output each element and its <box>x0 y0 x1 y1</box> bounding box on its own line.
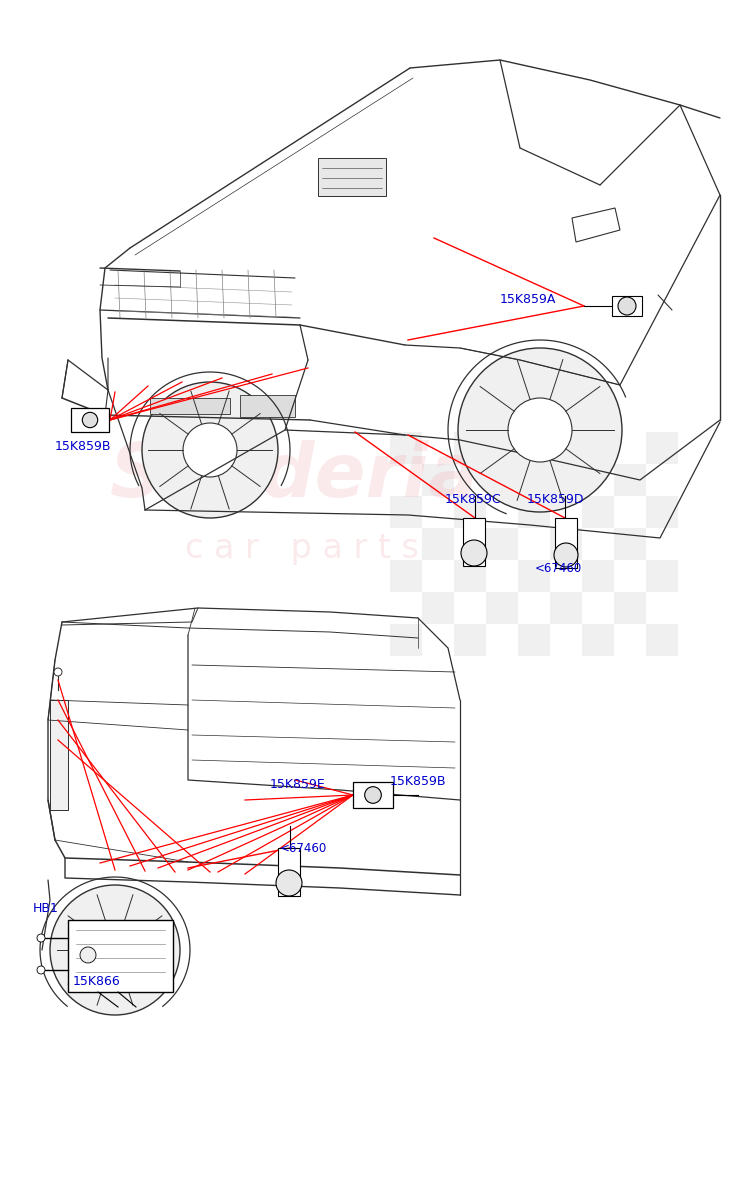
Bar <box>71 408 109 432</box>
Circle shape <box>461 540 487 566</box>
Circle shape <box>276 870 302 896</box>
Polygon shape <box>463 518 485 566</box>
Bar <box>68 920 173 992</box>
Circle shape <box>618 296 636 314</box>
Circle shape <box>554 542 578 566</box>
Polygon shape <box>572 208 620 242</box>
Bar <box>518 496 550 528</box>
Circle shape <box>37 966 45 974</box>
Bar <box>518 560 550 592</box>
Polygon shape <box>555 518 577 568</box>
Text: Scuderia: Scuderia <box>110 440 480 514</box>
Circle shape <box>142 382 278 518</box>
Bar <box>422 464 454 496</box>
Text: 15K859B: 15K859B <box>390 775 447 788</box>
Bar <box>518 432 550 464</box>
Bar <box>390 560 422 592</box>
Text: <67460: <67460 <box>280 842 327 854</box>
Bar <box>582 624 614 656</box>
Text: 15K859B: 15K859B <box>55 440 112 452</box>
Circle shape <box>80 947 96 962</box>
Circle shape <box>458 348 622 512</box>
Bar <box>486 528 518 560</box>
Circle shape <box>183 422 237 476</box>
Polygon shape <box>278 848 300 896</box>
Circle shape <box>37 934 45 942</box>
Bar <box>454 496 486 528</box>
Bar <box>353 782 393 808</box>
Bar <box>646 624 678 656</box>
Bar <box>614 464 646 496</box>
Bar <box>550 464 582 496</box>
Circle shape <box>82 413 98 427</box>
Circle shape <box>90 925 140 974</box>
Bar <box>390 624 422 656</box>
Text: 15K859C: 15K859C <box>445 493 502 506</box>
Text: 15K859D: 15K859D <box>527 493 585 506</box>
Bar <box>550 592 582 624</box>
Text: HB1: HB1 <box>33 902 59 914</box>
Bar <box>550 528 582 560</box>
Bar <box>390 432 422 464</box>
Bar <box>318 158 386 196</box>
Bar <box>646 560 678 592</box>
Bar <box>582 496 614 528</box>
Bar <box>614 528 646 560</box>
Circle shape <box>54 668 62 676</box>
Bar <box>646 432 678 464</box>
Bar <box>390 496 422 528</box>
Text: <67460: <67460 <box>535 562 583 575</box>
Bar <box>646 496 678 528</box>
Bar <box>150 398 230 414</box>
Bar <box>454 432 486 464</box>
Text: 15K859E: 15K859E <box>270 778 326 791</box>
Bar <box>486 464 518 496</box>
Text: 15K866: 15K866 <box>73 974 120 988</box>
Bar <box>422 592 454 624</box>
Bar <box>486 592 518 624</box>
Bar <box>422 528 454 560</box>
Bar <box>614 592 646 624</box>
Text: c a r   p a r t s: c a r p a r t s <box>185 532 419 565</box>
Bar <box>50 700 68 810</box>
Bar <box>240 395 295 416</box>
Polygon shape <box>612 296 642 316</box>
Circle shape <box>508 398 572 462</box>
Bar <box>582 432 614 464</box>
Bar <box>518 624 550 656</box>
Circle shape <box>365 787 381 803</box>
Circle shape <box>50 886 180 1015</box>
Bar <box>454 624 486 656</box>
Bar <box>582 560 614 592</box>
Text: 15K859A: 15K859A <box>500 293 556 306</box>
Bar <box>454 560 486 592</box>
